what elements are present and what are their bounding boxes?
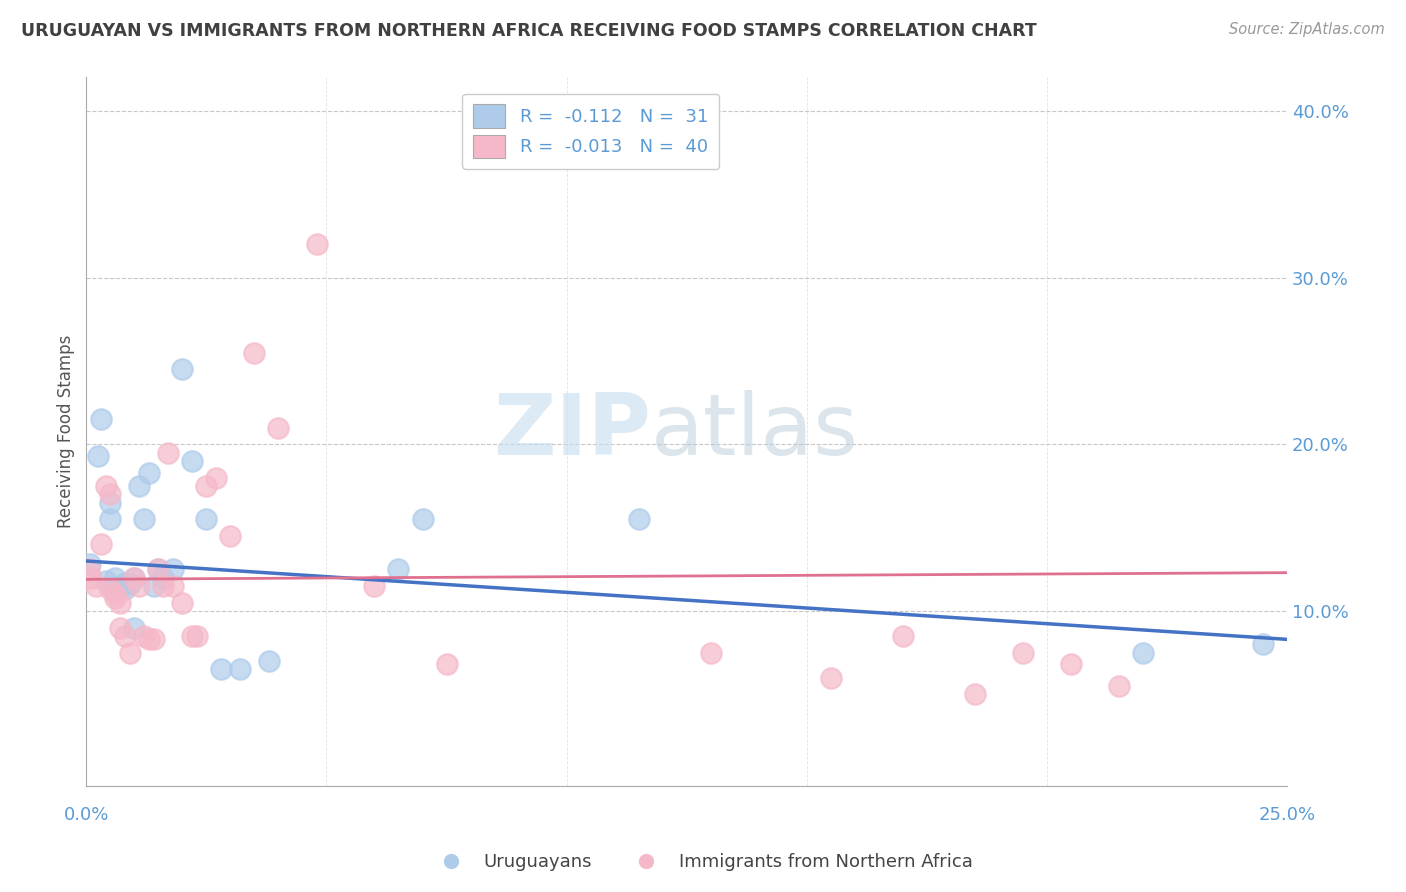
Point <box>104 587 127 601</box>
Point <box>1012 646 1035 660</box>
Point <box>94 479 117 493</box>
Point <box>1132 646 1154 660</box>
Point <box>162 579 184 593</box>
Point <box>1108 679 1130 693</box>
Point <box>94 574 117 588</box>
Point <box>1251 637 1274 651</box>
Point <box>627 512 650 526</box>
Point <box>205 470 228 484</box>
Point <box>162 562 184 576</box>
Point <box>124 621 146 635</box>
Point <box>387 562 409 576</box>
Point <box>243 345 266 359</box>
Point <box>108 579 131 593</box>
Point <box>219 529 242 543</box>
Point <box>257 654 280 668</box>
Point <box>186 629 208 643</box>
Y-axis label: Receiving Food Stamps: Receiving Food Stamps <box>58 335 75 528</box>
Point <box>891 629 914 643</box>
Point <box>80 571 103 585</box>
Point <box>114 575 136 590</box>
Point <box>156 445 179 459</box>
Point <box>195 512 218 526</box>
Point <box>172 362 194 376</box>
Point <box>138 632 160 647</box>
Point <box>128 479 150 493</box>
Point <box>148 562 170 576</box>
Point <box>172 596 194 610</box>
Point <box>84 579 107 593</box>
Point <box>124 571 146 585</box>
Point <box>98 582 121 597</box>
Point <box>108 596 131 610</box>
Point <box>363 579 385 593</box>
Text: 0.0%: 0.0% <box>63 806 110 824</box>
Text: 25.0%: 25.0% <box>1258 806 1316 824</box>
Point <box>132 629 155 643</box>
Point <box>699 646 721 660</box>
Point <box>142 579 165 593</box>
Point <box>128 579 150 593</box>
Point <box>118 646 141 660</box>
Point <box>104 591 127 605</box>
Text: Source: ZipAtlas.com: Source: ZipAtlas.com <box>1229 22 1385 37</box>
Point <box>77 562 100 576</box>
Point <box>267 420 290 434</box>
Point <box>90 412 112 426</box>
Legend: R =  -0.112   N =  31, R =  -0.013   N =  40: R = -0.112 N = 31, R = -0.013 N = 40 <box>463 94 718 169</box>
Point <box>132 512 155 526</box>
Point <box>229 662 252 676</box>
Point <box>1060 657 1083 672</box>
Text: URUGUAYAN VS IMMIGRANTS FROM NORTHERN AFRICA RECEIVING FOOD STAMPS CORRELATION C: URUGUAYAN VS IMMIGRANTS FROM NORTHERN AF… <box>21 22 1036 40</box>
Point <box>104 571 127 585</box>
Point <box>963 687 986 701</box>
Point <box>114 629 136 643</box>
Point <box>152 579 174 593</box>
Point <box>412 512 434 526</box>
Point <box>820 671 842 685</box>
Point <box>98 495 121 509</box>
Point <box>181 629 204 643</box>
Text: atlas: atlas <box>651 391 859 474</box>
Text: ZIP: ZIP <box>494 391 651 474</box>
Point <box>436 657 458 672</box>
Point <box>305 237 328 252</box>
Point <box>87 449 110 463</box>
Point <box>98 487 121 501</box>
Point <box>124 571 146 585</box>
Point <box>98 512 121 526</box>
Point <box>148 562 170 576</box>
Point <box>114 582 136 597</box>
Point <box>152 571 174 585</box>
Point <box>195 479 218 493</box>
Point <box>181 454 204 468</box>
Point <box>118 577 141 591</box>
Point <box>209 662 232 676</box>
Point <box>142 632 165 647</box>
Point <box>108 621 131 635</box>
Legend: Uruguayans, Immigrants from Northern Africa: Uruguayans, Immigrants from Northern Afr… <box>426 847 980 879</box>
Point <box>138 466 160 480</box>
Point <box>90 537 112 551</box>
Point <box>79 558 101 572</box>
